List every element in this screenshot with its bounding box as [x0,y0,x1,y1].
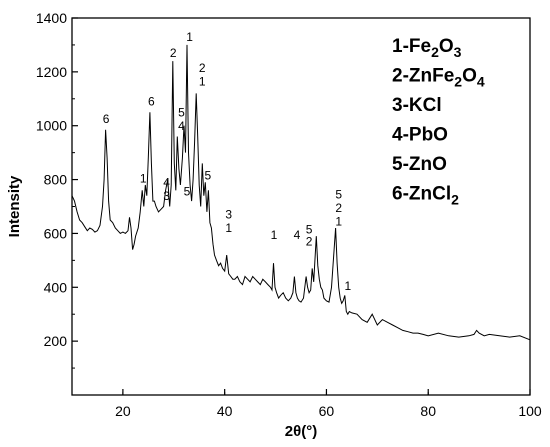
peak-label: 5 [178,105,185,119]
peak-label: 4 [178,119,185,133]
legend-entry: 2-ZnFe2O4 [392,66,485,90]
peak-label: 6 [103,112,110,126]
legend-entry: 3-KCl [392,95,442,116]
y-tick-label: 1400 [36,10,67,26]
y-tick-label: 400 [44,279,68,295]
peak-label: 2 [170,46,177,60]
peak-label: 1 [344,279,351,293]
peak-label: 2 [199,61,206,75]
x-axis-title: 2θ(°) [285,423,317,440]
peak-label: 5 [335,187,342,201]
peak-label: 2 [306,235,313,249]
y-axis-title: Intensity [6,175,23,237]
peak-label: 1 [186,30,193,44]
y-tick-label: 600 [44,225,68,241]
peak-label: 1 [225,221,232,235]
y-tick-label: 1200 [36,64,67,80]
peak-label: 4 [163,175,170,189]
peak-label: 3 [225,208,232,222]
x-tick-label: 20 [115,403,131,419]
legend-entry: 4-PbO [392,125,448,146]
peak-label: 3 [163,189,170,203]
peak-label: 1 [199,74,206,88]
legend-entry: 5-ZnO [392,154,447,175]
legend-entry: 6-ZnCl2 [392,184,459,208]
xrd-pattern-line [71,44,531,341]
y-tick-label: 800 [44,172,68,188]
x-tick-label: 40 [217,403,233,419]
legend: 1-Fe2O3 2-ZnFe2O4 3-KCl 4-PbO 5-ZnO 6-ZnCl2 [392,36,485,208]
x-axis-ticks: 20 40 60 80 100 [115,389,542,419]
peak-label: 2 [335,201,342,215]
peak-label: 1 [140,171,147,185]
peak-label: 4 [294,228,301,242]
peak-label: 1 [271,228,278,242]
y-tick-label: 1000 [36,118,67,134]
peak-label: 5 [184,185,191,199]
x-tick-label: 100 [518,403,542,419]
peak-label: 6 [148,95,155,109]
x-tick-label: 60 [319,403,335,419]
peak-label: 1 [335,214,342,228]
peak-label: 5 [306,222,313,236]
y-tick-label: 200 [44,333,68,349]
y-axis-ticks: 200 400 600 800 1000 1200 1400 [36,10,78,369]
peak-label: 5 [205,169,212,183]
x-tick-label: 80 [420,403,436,419]
legend-entry: 1-Fe2O3 [392,36,462,60]
